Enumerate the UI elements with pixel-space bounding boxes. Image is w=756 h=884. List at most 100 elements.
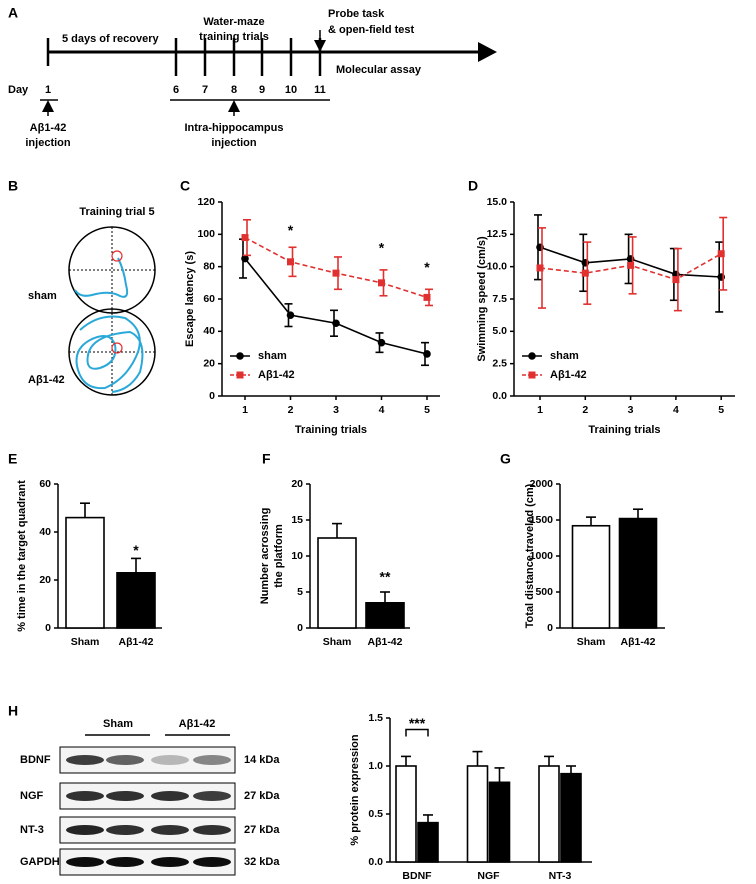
y-tick-label: 7.5 <box>492 293 507 305</box>
blot-band <box>106 857 144 867</box>
maze-title: Training trial 5 <box>79 206 154 218</box>
y-tick-label: 0.5 <box>368 808 383 820</box>
y-tick-label: 80 <box>203 260 215 272</box>
y-tick-label: 60 <box>203 293 215 305</box>
y-tick-label: 20 <box>39 574 51 586</box>
panel-label: D <box>468 178 478 194</box>
significance: *** <box>409 715 426 731</box>
legend-label: sham <box>550 350 579 362</box>
legend-label: Aβ1-42 <box>550 369 587 381</box>
y-tick-label: 0 <box>209 390 215 402</box>
marker <box>423 350 431 358</box>
y-tick-label: 2.5 <box>492 357 507 369</box>
y-axis-title: Escape latency (s) <box>184 251 196 347</box>
y-tick-label: 15.0 <box>487 196 508 208</box>
x-tick-label: Aβ1-42 <box>367 636 402 648</box>
marker <box>672 276 680 284</box>
significance: * <box>288 222 294 238</box>
marker <box>528 371 536 379</box>
bar <box>488 781 511 863</box>
y-tick-label: 40 <box>39 526 51 538</box>
blot-band <box>151 791 189 801</box>
timeline-arrow <box>478 42 497 62</box>
panel-label: G <box>500 451 511 467</box>
group-label: Aβ1-42 <box>179 718 216 730</box>
blot-band <box>66 825 104 835</box>
marker <box>627 261 635 269</box>
y-axis-title: Number acrossing <box>259 508 271 605</box>
blot-band <box>106 825 144 835</box>
day-label: 9 <box>259 84 265 96</box>
marker <box>332 269 340 277</box>
x-tick-label: 4 <box>379 404 385 416</box>
y-tick-label: 0 <box>297 622 303 634</box>
timeline-text: injection <box>211 137 257 149</box>
marker <box>377 338 386 347</box>
blot-band <box>66 755 104 765</box>
bar <box>618 517 658 629</box>
y-tick-label: 2000 <box>530 478 554 490</box>
protein-label: BDNF <box>20 754 51 766</box>
series-line <box>244 236 428 299</box>
y-axis-title: the platform <box>273 524 285 588</box>
timeline-text: training trials <box>199 31 269 43</box>
protein-label: GAPDH <box>20 856 60 868</box>
panel-label: B <box>8 178 18 194</box>
y-tick-label: 15 <box>291 514 303 526</box>
y-tick-label: 1.5 <box>368 712 383 724</box>
group-label: Sham <box>103 718 133 730</box>
bar <box>317 537 357 629</box>
protein-label: NT-3 <box>20 824 44 836</box>
panel-label: F <box>262 451 271 467</box>
panel-label: E <box>8 451 17 467</box>
significance: ** <box>380 568 391 584</box>
maze-label: Aβ1-42 <box>28 374 65 386</box>
x-tick-label: 1 <box>537 404 543 416</box>
protein-label: NGF <box>20 790 44 802</box>
legend-label: sham <box>258 350 287 362</box>
maze-abeta <box>68 308 156 396</box>
bar <box>538 765 560 863</box>
day-label: 11 <box>314 84 326 96</box>
panel-label: A <box>8 5 18 21</box>
marker <box>423 293 431 301</box>
size-label: 32 kDa <box>244 856 280 868</box>
y-tick-label: 60 <box>39 478 51 490</box>
blot-band <box>193 791 231 801</box>
y-tick-label: 0 <box>547 622 553 634</box>
timeline-text: Molecular assay <box>336 64 422 76</box>
marker <box>581 269 589 277</box>
x-tick-label: 5 <box>424 404 430 416</box>
x-axis-title: Training trials <box>295 424 367 436</box>
y-tick-label: 0.0 <box>492 390 507 402</box>
timeline-text: Water-maze <box>203 16 264 28</box>
x-tick-label: Sham <box>323 636 352 648</box>
day-label: 7 <box>202 84 208 96</box>
marker <box>378 279 385 287</box>
y-tick-label: 1000 <box>530 550 554 562</box>
x-tick-label: 4 <box>673 404 679 416</box>
significance: * <box>424 259 430 275</box>
panel-label: H <box>8 703 18 719</box>
x-tick-label: 3 <box>333 404 339 416</box>
y-tick-label: 1500 <box>530 514 554 526</box>
timeline-text: & open-field test <box>328 24 415 36</box>
marker <box>536 264 544 272</box>
x-tick-label: Aβ1-42 <box>118 636 153 648</box>
legend-label: Aβ1-42 <box>258 369 295 381</box>
timeline-text: 5 days of recovery <box>62 33 159 45</box>
significance: * <box>133 542 139 558</box>
bar <box>65 516 105 629</box>
y-tick-label: 10 <box>291 550 303 562</box>
y-tick-label: 5 <box>297 586 303 598</box>
x-tick-label: 3 <box>628 404 634 416</box>
panel-label: C <box>180 178 190 194</box>
bar <box>395 765 417 863</box>
x-tick-label: Sham <box>71 636 100 648</box>
timeline-text: Probe task <box>328 8 385 20</box>
bar <box>365 601 405 629</box>
x-tick-label: 1 <box>242 404 248 416</box>
significance-bracket <box>405 728 429 737</box>
